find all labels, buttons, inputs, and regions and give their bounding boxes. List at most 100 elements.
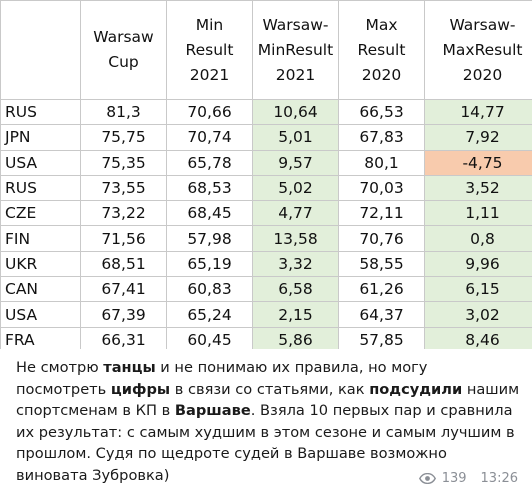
message-bold-segment: танцы [103, 359, 156, 376]
cell-country: USA [0, 149, 81, 176]
column-header: Warsaw- MinResult 2021 [252, 0, 339, 100]
cell-min2021: 57,98 [166, 225, 253, 252]
table-row: JPN 75,75 70,74 5,01 67,83 7,92 [0, 124, 532, 151]
cell-max2020: 72,11 [338, 200, 425, 227]
cell-max2020: 58,55 [338, 250, 425, 278]
cell-min2021: 60,83 [166, 276, 253, 303]
column-header-line: 2021 [189, 65, 230, 84]
cell-min2021: 70,74 [166, 124, 253, 151]
cell-min2021: 68,53 [166, 174, 253, 202]
cell-warsaw: 71,56 [80, 225, 167, 252]
column-header-line: Warsaw- [262, 15, 329, 34]
cell-max2020: 64,37 [338, 301, 425, 328]
column-header-line: 2021 [275, 65, 316, 84]
column-header-line: Warsaw- [449, 15, 516, 34]
table-row: FRA 66,31 60,45 5,86 57,85 8,46 [0, 326, 532, 349]
cell-diff2021: 5,01 [252, 124, 339, 151]
cell-warsaw: 73,55 [80, 174, 167, 202]
column-header-line: Min [195, 15, 224, 34]
column-header-line: Max [365, 15, 398, 34]
cell-diff2021: 6,58 [252, 276, 339, 303]
column-header: Min Result 2021 [166, 0, 253, 100]
cell-country: UKR [0, 250, 81, 278]
cell-country: JPN [0, 124, 81, 151]
cell-max2020: 70,03 [338, 174, 425, 202]
column-header-line: Result [357, 40, 406, 59]
eye-icon [418, 473, 436, 484]
cell-diff2021: 4,77 [252, 200, 339, 227]
cell-diff2021: 9,57 [252, 149, 339, 176]
table-row: USA 75,35 65,78 9,57 80,1 -4,75 [0, 149, 532, 176]
cell-country: CAN [0, 276, 81, 303]
cell-country: RUS [0, 174, 81, 202]
message-segment: в связи со статьями, как [170, 380, 370, 398]
cell-warsaw: 66,31 [80, 326, 167, 349]
header-row: Warsaw Cup Min Result 2021 Warsaw- MinResult 20… [0, 0, 532, 100]
column-header: Warsaw Cup [80, 0, 167, 100]
message-bold-segment: подсудили [369, 380, 463, 398]
cell-country: RUS [0, 98, 81, 126]
cell-diff2020: 9,96 [424, 250, 532, 278]
results-table: Warsaw Cup Min Result 2021 Warsaw- MinResult 20… [0, 0, 532, 349]
cell-diff2020: 7,92 [424, 124, 532, 151]
cell-diff2021: 10,64 [252, 98, 339, 126]
cell-warsaw: 68,51 [80, 250, 167, 278]
cell-min2021: 65,19 [166, 250, 253, 278]
cell-max2020: 66,53 [338, 98, 425, 126]
cell-diff2020: 0,8 [424, 225, 532, 252]
table-row: CZE 73,22 68,45 4,77 72,11 1,11 [0, 200, 532, 227]
table-row: RUS 73,55 68,53 5,02 70,03 3,52 [0, 174, 532, 202]
cell-country: USA [0, 301, 81, 328]
cell-min2021: 68,45 [166, 200, 253, 227]
cell-diff2021: 5,86 [252, 326, 339, 349]
cell-warsaw: 67,41 [80, 276, 167, 303]
cell-min2021: 65,24 [166, 301, 253, 328]
cell-diff2021: 2,15 [252, 301, 339, 328]
message-bold-segment: Варшаве [174, 402, 251, 420]
column-header: Warsaw- MaxResult 2020 [424, 0, 532, 100]
message-segment: нашим спортсменам в КП в [16, 380, 520, 420]
cell-min2021: 65,78 [166, 149, 253, 176]
column-header-line: MaxResult [442, 40, 523, 59]
spreadsheet-image: Warsaw Cup Min Result 2021 Warsaw- MinResult 20… [0, 0, 532, 349]
message-segment: и не понимаю их правила, но могу посмотр… [16, 359, 428, 398]
column-header-line: MinResult [257, 40, 334, 59]
cell-diff2020: 1,11 [424, 200, 532, 227]
cell-warsaw: 75,75 [80, 124, 167, 151]
cell-warsaw: 81,3 [80, 98, 167, 126]
cell-min2021: 60,45 [166, 326, 253, 349]
cell-country: FRA [0, 326, 81, 349]
message-meta: 139 13:26 [418, 471, 518, 486]
cell-max2020: 80,1 [338, 149, 425, 176]
message-bold-segment: цифры [110, 380, 171, 398]
table-row: FIN 71,56 57,98 13,58 70,76 0,8 [0, 225, 532, 252]
message-segment: Не смотрю [16, 359, 104, 376]
cell-diff2020: 8,46 [424, 326, 532, 349]
column-header-line: 2020 [361, 65, 402, 84]
table-row: RUS 81,3 70,66 10,64 66,53 14,77 [0, 98, 532, 126]
column-header-line: 2020 [462, 65, 503, 84]
message-time: 13:26 [480, 471, 518, 486]
cell-max2020: 57,85 [338, 326, 425, 349]
table-row: CAN 67,41 60,83 6,58 61,26 6,15 [0, 276, 532, 303]
column-header-line: Cup [108, 53, 139, 71]
cell-max2020: 67,83 [338, 124, 425, 151]
cell-diff2021: 13,58 [252, 225, 339, 252]
column-header-line: Result [185, 40, 234, 59]
table-row: USA 67,39 65,24 2,15 64,37 3,02 [0, 301, 532, 328]
message-segment: . Взяла 10 первых пар и сравнила их резу… [16, 402, 515, 484]
table-row: UKR 68,51 65,19 3,32 58,55 9,96 [0, 250, 532, 278]
cell-diff2020: 14,77 [424, 98, 532, 126]
column-header [0, 0, 81, 100]
cell-diff2020: 3,02 [424, 301, 532, 328]
cell-max2020: 70,76 [338, 225, 425, 252]
cell-warsaw: 67,39 [80, 301, 167, 328]
cell-diff2021: 5,02 [252, 174, 339, 202]
column-header: Max Result 2020 [338, 0, 425, 100]
message-text: Не смотрю танцы и не понимаю их правила,… [16, 357, 520, 487]
cell-min2021: 70,66 [166, 98, 253, 126]
column-header-line: Warsaw [93, 28, 154, 46]
cell-max2020: 61,26 [338, 276, 425, 303]
cell-warsaw: 73,22 [80, 200, 167, 227]
cell-diff2020: 3,52 [424, 174, 532, 202]
